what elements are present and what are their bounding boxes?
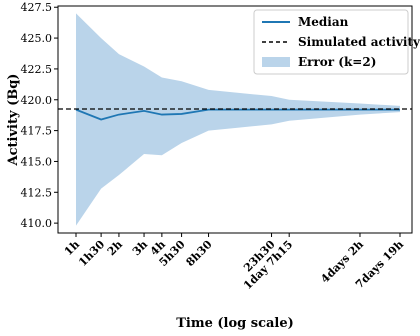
x-tick-label: 1h [62,238,82,258]
x-tick-label: 8h30 [184,238,215,269]
y-tick-label: 410.0 [21,217,53,230]
y-tick-label: 427.5 [21,1,53,14]
error-band-layer [76,13,400,226]
y-tick-label: 412.5 [21,186,53,199]
legend-error-swatch [262,57,290,67]
y-tick-label: 417.5 [21,125,53,138]
legend-simulated-label: Simulated activity [298,35,420,49]
y-tick-label: 422.5 [21,63,53,76]
error-band [76,13,400,226]
x-tick-label: 3h [130,238,150,258]
legend-error-label: Error (k=2) [298,55,376,69]
y-axis-ticks: 410.0 412.5 415.0 417.5 420.0 422.5 425.0 427.5 [21,1,58,230]
x-axis-label: Time (log scale) [176,316,294,331]
y-tick-label: 420.0 [21,94,53,107]
legend-box [253,9,409,75]
y-axis-label: Activity (Bq) [6,74,21,167]
x-tick-label: 2h [105,238,125,258]
y-tick-label: 425.0 [21,32,53,45]
median-line-layer [75,108,401,121]
x-tick-label: 1h30 [76,238,107,269]
plot-frame [57,5,413,234]
legend-median-label: Median [298,15,349,29]
y-tick-label: 415.0 [21,155,53,168]
legend: Median Simulated activity Error (k=2) [253,9,420,75]
